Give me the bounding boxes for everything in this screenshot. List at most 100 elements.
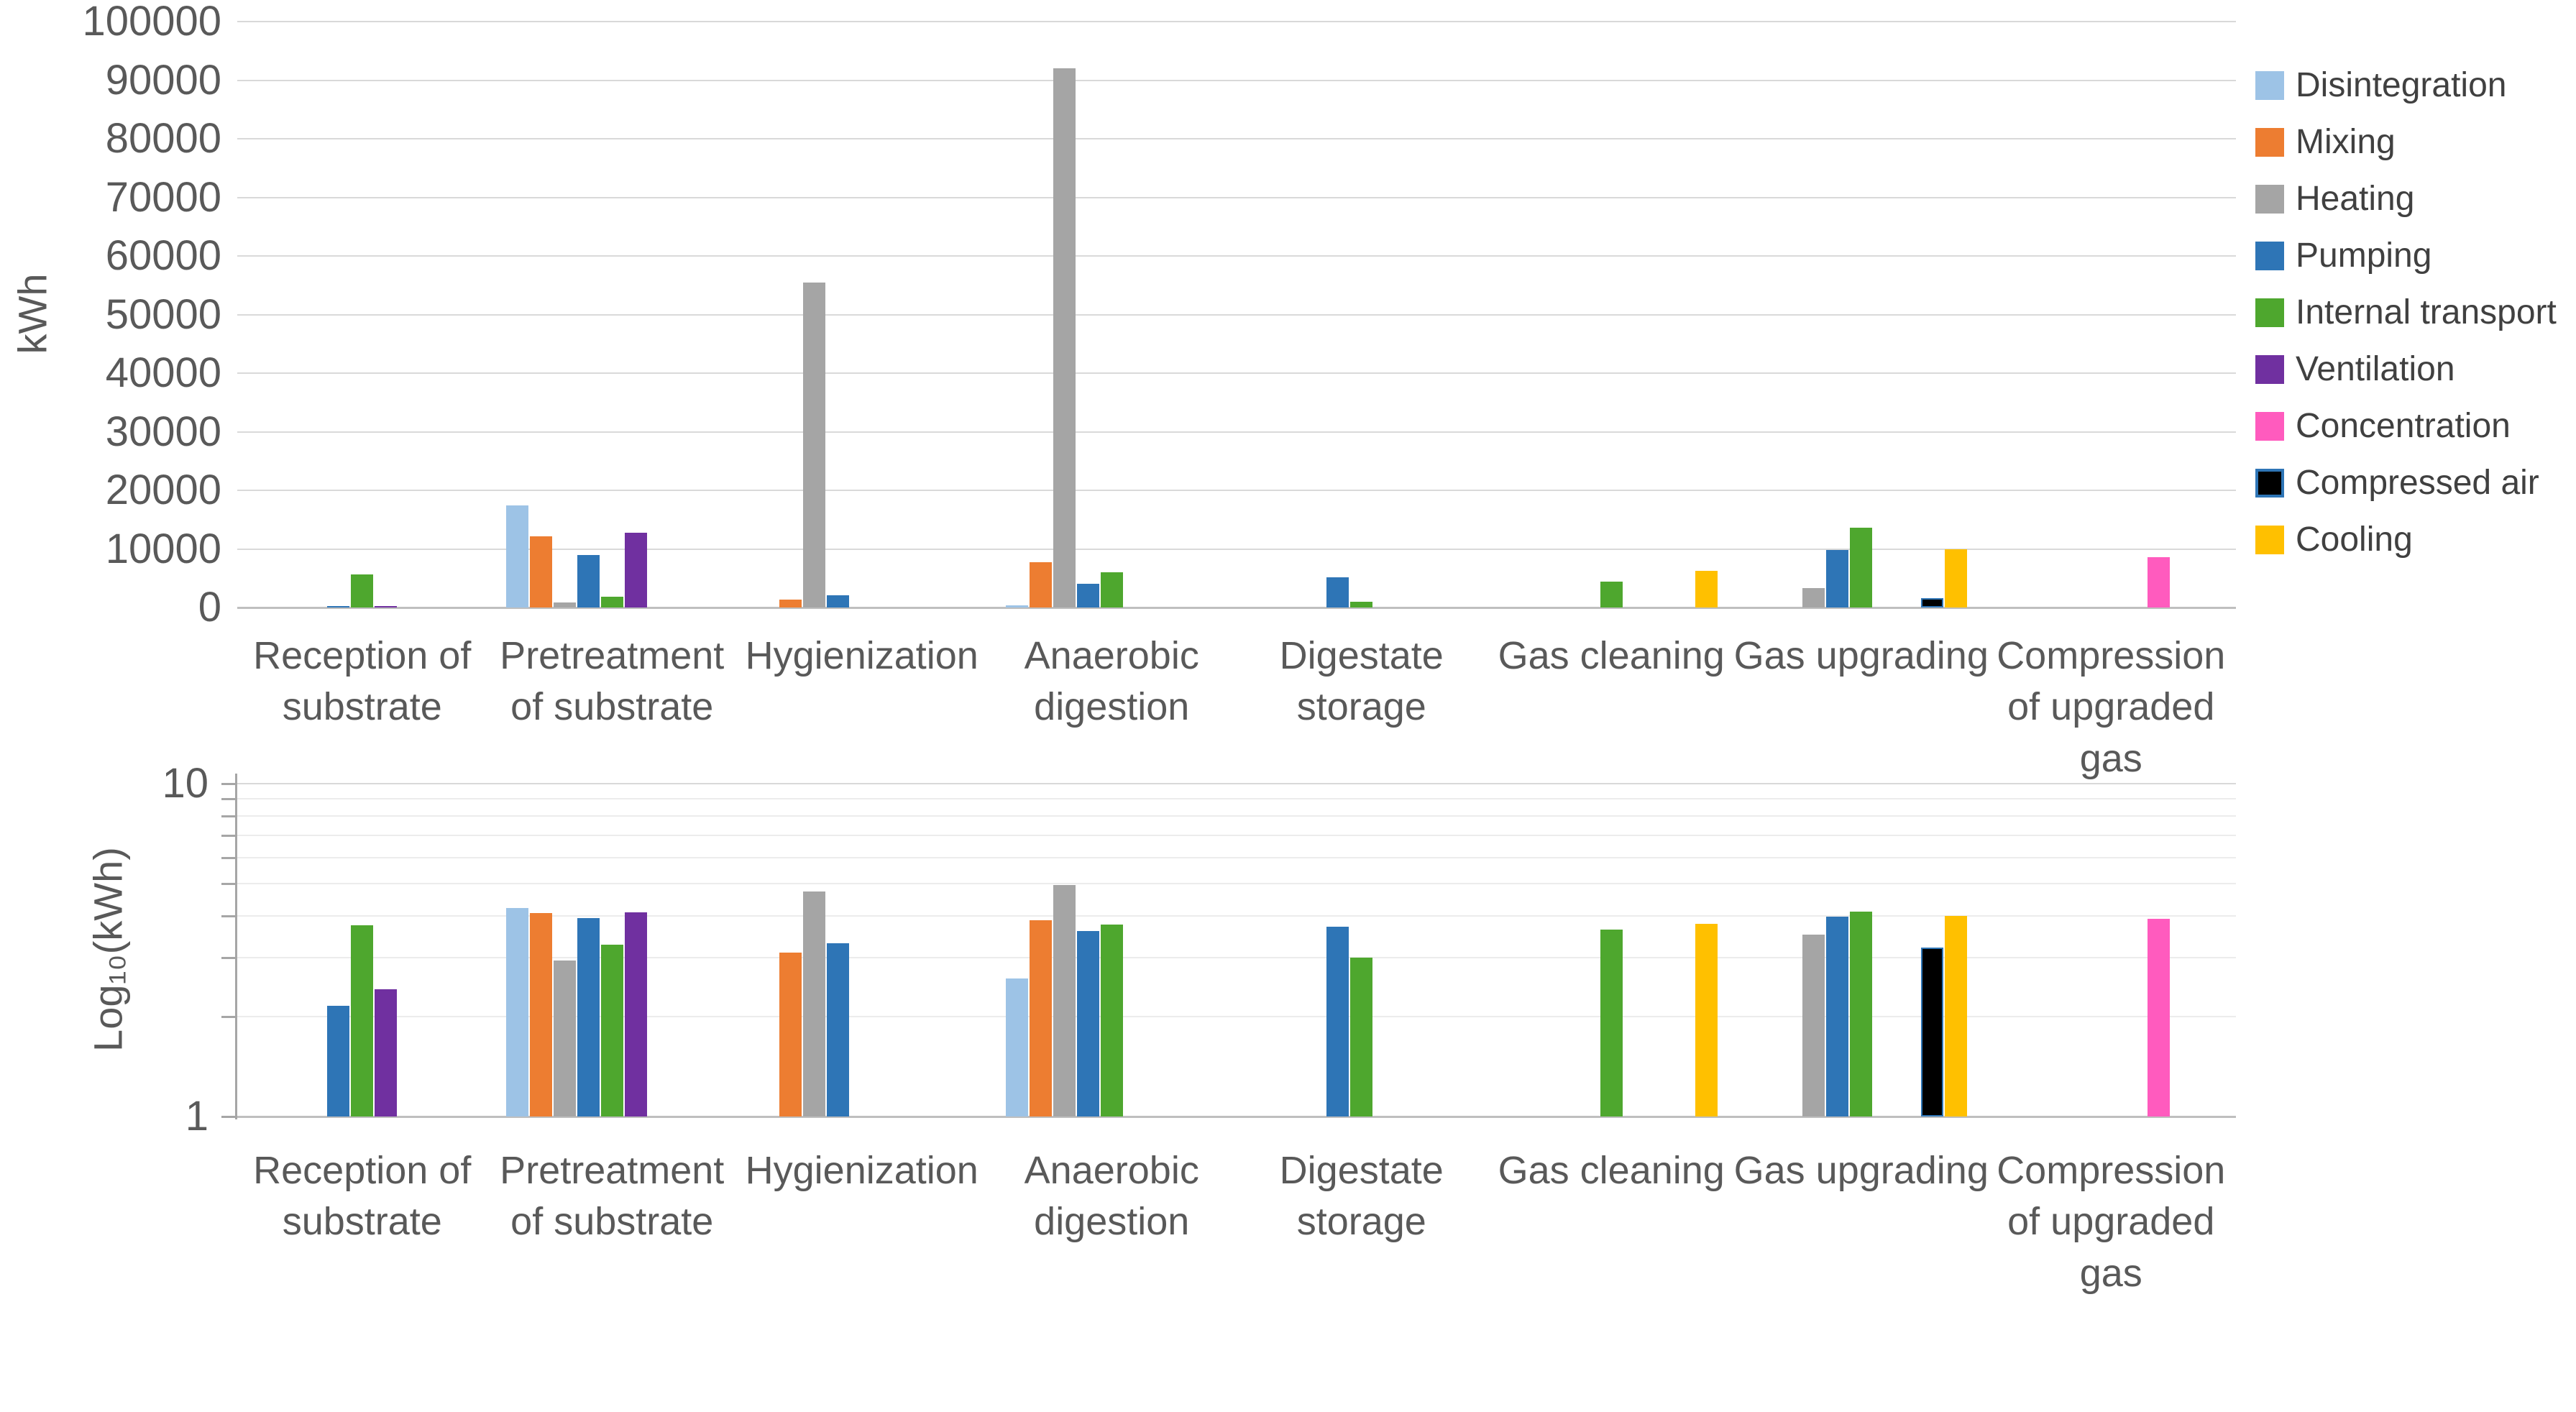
legend-swatch-icon xyxy=(2255,242,2284,270)
ytick-label: 70000 xyxy=(105,173,221,221)
legend-swatch-icon xyxy=(2255,298,2284,327)
bar-pumping xyxy=(1076,583,1099,608)
bar-mixing xyxy=(779,952,802,1117)
bar-internal-transport xyxy=(1850,911,1873,1117)
bar-heating xyxy=(553,602,576,608)
bar-ventilation xyxy=(375,989,398,1117)
bar-pumping xyxy=(1326,926,1349,1117)
ytick-label: 10 xyxy=(162,760,208,807)
legend-item-concentration: Concentration xyxy=(2255,407,2557,445)
legend-swatch-icon xyxy=(2255,128,2284,157)
legend-swatch-icon xyxy=(2255,71,2284,100)
legend-item-label: Pumping xyxy=(2296,237,2432,275)
gridline-10000 xyxy=(237,548,2236,550)
legend-swatch-icon xyxy=(2255,412,2284,441)
bar-pumping xyxy=(1076,930,1099,1117)
bar-compressed-air xyxy=(1921,597,1944,608)
log-chart-plot-area xyxy=(221,774,2236,1119)
bar-internal-transport xyxy=(1100,924,1123,1117)
category-label: Gas cleaning xyxy=(1498,634,1725,677)
category-label: Pretreatment of substrate xyxy=(500,1149,725,1244)
ytick-label: 20000 xyxy=(105,467,221,513)
ytick-mark-2 xyxy=(221,1015,237,1018)
log-y-axis xyxy=(235,774,237,1119)
ytick-label: 30000 xyxy=(105,408,221,455)
bar-pumping xyxy=(577,554,600,608)
ytick-label: 80000 xyxy=(105,115,221,162)
minor-gridline-5 xyxy=(237,883,2236,885)
minor-gridline-2 xyxy=(237,1015,2236,1017)
bar-internal-transport xyxy=(600,945,623,1117)
gridline-20000 xyxy=(237,490,2236,491)
minor-gridline-3 xyxy=(237,957,2236,959)
bar-heating xyxy=(1802,588,1825,608)
bar-internal-transport xyxy=(1600,582,1623,608)
ytick-mark-3 xyxy=(221,957,237,960)
bar-internal-transport xyxy=(351,925,374,1117)
bar-pumping xyxy=(327,606,350,608)
legend-swatch-icon xyxy=(2255,355,2284,384)
bar-concentration xyxy=(2147,556,2170,608)
legend-item-label: Concentration xyxy=(2296,407,2511,445)
ytick-label: 0 xyxy=(198,584,221,631)
legend-swatch-icon xyxy=(2255,185,2284,214)
ytick-mark-4 xyxy=(221,915,237,918)
ytick-label: 90000 xyxy=(105,56,221,104)
bar-internal-transport xyxy=(1350,601,1373,608)
bar-mixing xyxy=(529,536,552,608)
category-label: Gas cleaning xyxy=(1498,1149,1725,1192)
legend: Disintegration Mixing Heating Pumping Intern… xyxy=(2255,68,2557,557)
bar-pumping xyxy=(1826,916,1849,1117)
category-label: Hygienization xyxy=(745,1149,978,1192)
gridline-80000 xyxy=(237,138,2236,139)
bar-mixing xyxy=(1029,920,1052,1117)
gridline-70000 xyxy=(237,196,2236,198)
bar-internal-transport xyxy=(1850,528,1873,608)
bar-cooling xyxy=(1695,571,1718,608)
category-label: Pretreatment of substrate xyxy=(500,634,725,729)
category-label: Reception of substrate xyxy=(253,634,472,729)
gridline-30000 xyxy=(237,431,2236,433)
bar-heating xyxy=(1053,885,1076,1117)
legend-item-label: Ventilation xyxy=(2296,350,2455,388)
legend-item-mixing: Mixing xyxy=(2255,123,2557,161)
legend-swatch-icon xyxy=(2255,469,2284,498)
category-label: Hygienization xyxy=(745,634,978,677)
category-label: Compression of upgraded gas xyxy=(1997,1149,2226,1295)
gridline-10 xyxy=(237,783,2236,784)
gridline-100000 xyxy=(237,21,2236,22)
category-label: Anaerobic digestion xyxy=(1024,1149,1199,1244)
bar-cooling xyxy=(1945,549,1968,608)
bar-compressed-air xyxy=(1921,947,1944,1117)
ytick-mark-6 xyxy=(221,856,237,859)
ytick-mark-7 xyxy=(221,834,237,837)
bar-pumping xyxy=(327,1006,350,1117)
legend-item-label: Heating xyxy=(2296,180,2415,218)
ytick-mark-5 xyxy=(221,883,237,886)
ytick-mark-8 xyxy=(221,815,237,817)
legend-item-internal-transport: Internal transport xyxy=(2255,293,2557,331)
log-chart-ylabel: Log₁₀(kWh) xyxy=(85,846,131,1052)
bar-pumping xyxy=(577,917,600,1117)
legend-item-label: Mixing xyxy=(2296,123,2396,161)
gridline-50000 xyxy=(237,313,2236,316)
category-label: Gas upgrading xyxy=(1733,1149,1989,1192)
bar-pumping xyxy=(1826,550,1849,608)
bar-cooling xyxy=(1695,924,1718,1117)
minor-gridline-7 xyxy=(237,834,2236,836)
legend-item-label: Internal transport xyxy=(2296,293,2557,331)
bar-internal-transport xyxy=(1600,930,1623,1117)
bar-pumping xyxy=(827,943,850,1117)
category-label: Digestate storage xyxy=(1279,1149,1444,1244)
bar-heating xyxy=(553,961,576,1117)
gridline-60000 xyxy=(237,255,2236,257)
bar-internal-transport xyxy=(600,596,623,608)
ytick-mark-10 xyxy=(221,783,237,785)
bar-mixing xyxy=(1029,562,1052,608)
bar-ventilation xyxy=(375,605,398,608)
category-label: Digestate storage xyxy=(1279,634,1444,729)
bar-ventilation xyxy=(624,532,647,608)
ytick-label: 1 xyxy=(185,1093,208,1140)
ytick-label: 100000 xyxy=(82,0,221,45)
